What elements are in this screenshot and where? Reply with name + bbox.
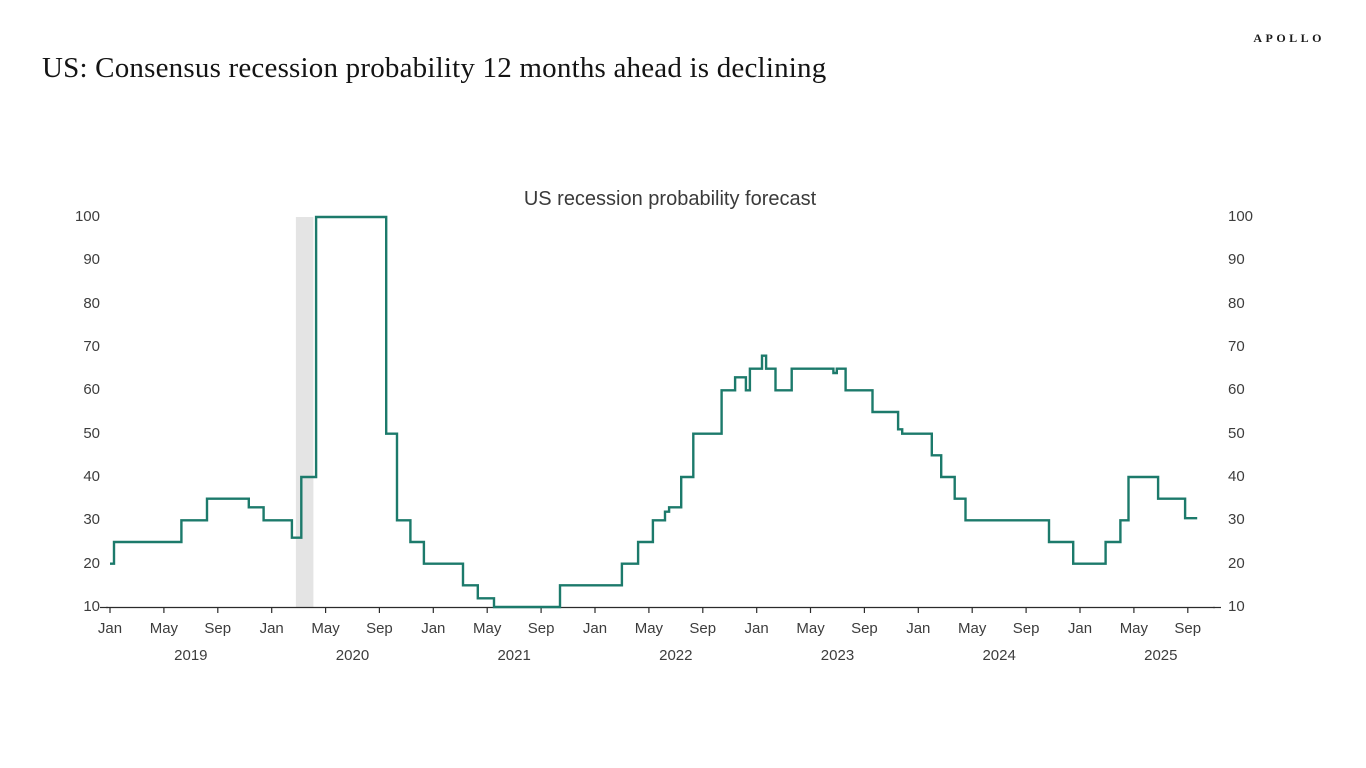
- y-axis-label-right: 40: [1228, 468, 1245, 485]
- x-axis-year-label: 2022: [659, 647, 693, 664]
- x-axis-label: Sep: [1174, 620, 1202, 637]
- x-axis-label: Sep: [851, 620, 878, 637]
- x-axis-year-label: 2020: [335, 647, 370, 664]
- x-axis-label: Sep: [204, 620, 232, 637]
- y-axis-label-right: 70: [1228, 338, 1245, 355]
- chart-title: US recession probability forecast: [523, 188, 817, 210]
- x-axis-year-label: 2021: [497, 647, 531, 664]
- x-axis-label: Sep: [527, 620, 555, 637]
- x-axis-label: Jan: [1067, 620, 1093, 637]
- y-axis-label-left: 100: [74, 208, 100, 225]
- y-axis-label-right: 10: [1228, 598, 1245, 615]
- x-axis-label: Jan: [259, 620, 284, 637]
- y-axis-label-left: 60: [83, 381, 100, 399]
- y-axis-label-right: 90: [1228, 251, 1245, 269]
- y-axis-label-left: 10: [83, 598, 100, 615]
- x-axis-year-label: 2024: [982, 647, 1016, 664]
- y-axis-label-left: 30: [83, 511, 100, 529]
- x-axis-year-label: 2023: [820, 647, 855, 664]
- x-axis-year-label: 2019: [174, 647, 208, 664]
- x-axis-label: Sep: [366, 620, 393, 637]
- y-axis-label-left: 50: [83, 424, 100, 442]
- y-axis-label-left: 20: [83, 554, 100, 572]
- x-axis-label: May: [634, 620, 664, 637]
- x-axis-label: Jan: [582, 620, 608, 637]
- x-axis-year-label: 2025: [1144, 647, 1178, 664]
- y-axis-label-right: 100: [1228, 208, 1254, 225]
- y-axis-label-right: 60: [1228, 381, 1245, 399]
- x-axis-label: May: [473, 620, 502, 637]
- y-axis-label-left: 90: [83, 251, 100, 269]
- x-axis-label: May: [958, 620, 987, 637]
- x-axis-label: Sep: [1012, 620, 1040, 637]
- y-axis-label-left: 70: [83, 338, 100, 355]
- x-axis-label: Jan: [421, 620, 446, 637]
- x-axis-label: Jan: [97, 620, 123, 637]
- y-axis-label-right: 50: [1228, 424, 1245, 442]
- y-axis-label-left: 40: [83, 468, 100, 485]
- y-axis-label-right: 30: [1228, 511, 1245, 529]
- recession-shading-band: [295, 217, 314, 607]
- apollo-logo: APOLLO: [1253, 31, 1325, 45]
- y-axis-label-left: 80: [83, 294, 100, 312]
- y-axis-label-right: 20: [1228, 554, 1245, 572]
- x-axis-label: May: [149, 620, 179, 637]
- x-axis-label: Jan: [906, 620, 931, 637]
- x-axis-label: May: [311, 620, 340, 637]
- y-axis-label-right: 80: [1228, 294, 1245, 312]
- x-axis-label: Sep: [689, 620, 717, 637]
- x-axis-label: May: [1119, 620, 1149, 637]
- x-axis-label: Jan: [744, 620, 769, 637]
- forecast-line: [110, 215, 1198, 609]
- x-axis-label: May: [796, 620, 825, 637]
- page-title: US: Consensus recession probability 12 m…: [42, 52, 827, 84]
